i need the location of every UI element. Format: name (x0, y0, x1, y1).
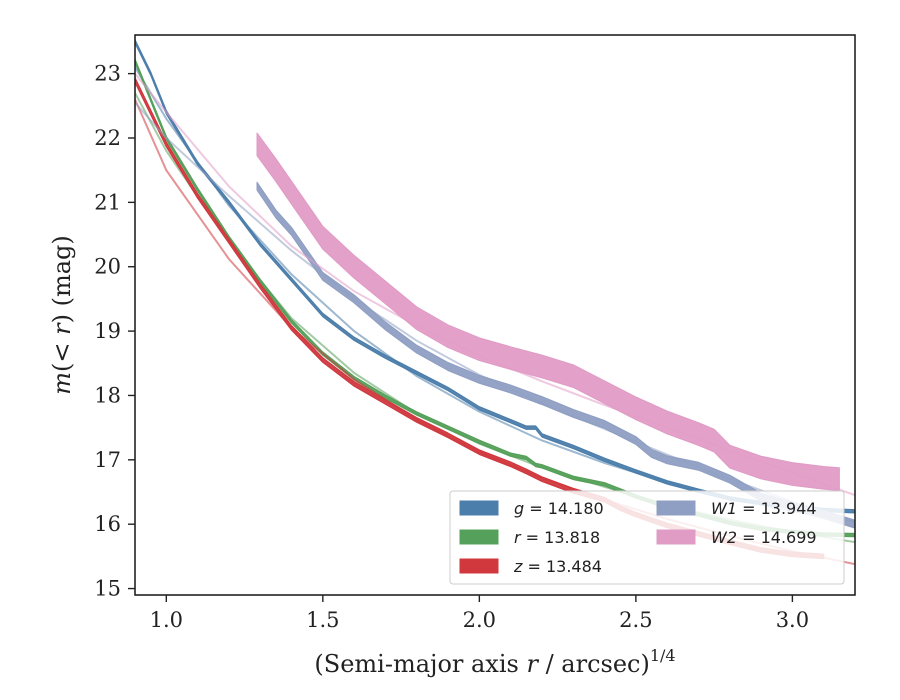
series-band (256, 181, 855, 529)
series-model-curve (135, 72, 855, 497)
legend-swatch (459, 500, 499, 516)
y-axis-label: m(< r) (mag) (48, 235, 76, 395)
x-axis: 1.0 1.5 2.0 2.5 3.0 (150, 595, 809, 632)
series-w1 (135, 101, 855, 529)
legend-item: W2 = 14.699 (656, 528, 817, 547)
legend-label: r = 13.818 (514, 528, 600, 547)
plot-area (134, 34, 856, 596)
x-axis-label-pre: (Semi-major axis (314, 650, 526, 678)
x-tick-label: 1.0 (150, 608, 183, 632)
y-tick-label: 15 (94, 577, 121, 601)
legend-item: z = 13.484 (459, 557, 602, 576)
y-tick-label: 18 (94, 383, 121, 407)
legend-label: W1 = 13.944 (711, 499, 817, 518)
legend-item: W1 = 13.944 (656, 499, 817, 518)
y-tick-label: 16 (94, 512, 121, 536)
y-axis-label-pre: m (48, 372, 76, 395)
y-tick-label: 19 (94, 319, 121, 343)
legend-swatch (656, 529, 696, 545)
series-band (135, 77, 825, 560)
legend: g = 14.180 r = 13.818 z = 13.484 W1 = 13.94… (449, 490, 845, 585)
y-tick-label: 17 (94, 448, 121, 472)
legend-swatch (656, 500, 696, 516)
legend-swatch (459, 529, 499, 545)
legend-frame (449, 490, 845, 585)
y-axis-label-var: r (48, 322, 76, 335)
legend-swatch (459, 558, 499, 574)
legend-items: g = 14.180 r = 13.818 z = 13.484 W1 = 13.94… (459, 499, 817, 576)
y-tick-label: 22 (94, 126, 121, 150)
series-band (256, 132, 840, 491)
series-band (135, 58, 855, 538)
x-tick-label: 2.0 (463, 608, 496, 632)
legend-item: g = 14.180 (459, 499, 604, 518)
legend-label: W2 = 14.699 (711, 528, 817, 547)
y-tick-label: 23 (94, 62, 121, 86)
x-tick-label: 1.5 (306, 608, 339, 632)
series-band (135, 39, 855, 514)
legend-item: r = 13.818 (459, 528, 600, 547)
legend-label: z = 13.484 (513, 557, 602, 576)
legend-label: g = 14.180 (514, 499, 604, 518)
x-axis-label-sup: 1/4 (650, 646, 676, 665)
x-axis-label-var: r (526, 650, 539, 678)
series-w2 (135, 72, 855, 497)
x-axis-label: (Semi-major axis r / arcsec)1/4 (314, 646, 675, 678)
x-tick-label: 3.0 (776, 608, 809, 632)
y-axis-label-mid: (< (48, 335, 76, 372)
y-tick-label: 20 (94, 255, 121, 279)
y-axis-label-post: ) (mag) (48, 235, 76, 323)
x-tick-label: 2.5 (619, 608, 652, 632)
series-model-curve (135, 92, 855, 544)
y-axis: 15 16 17 18 19 20 21 22 23 (94, 62, 135, 601)
series-layer (135, 39, 855, 566)
y-tick-label: 21 (94, 190, 121, 214)
x-axis-label-post: / arcsec) (538, 650, 650, 678)
plot-frame (134, 34, 856, 596)
